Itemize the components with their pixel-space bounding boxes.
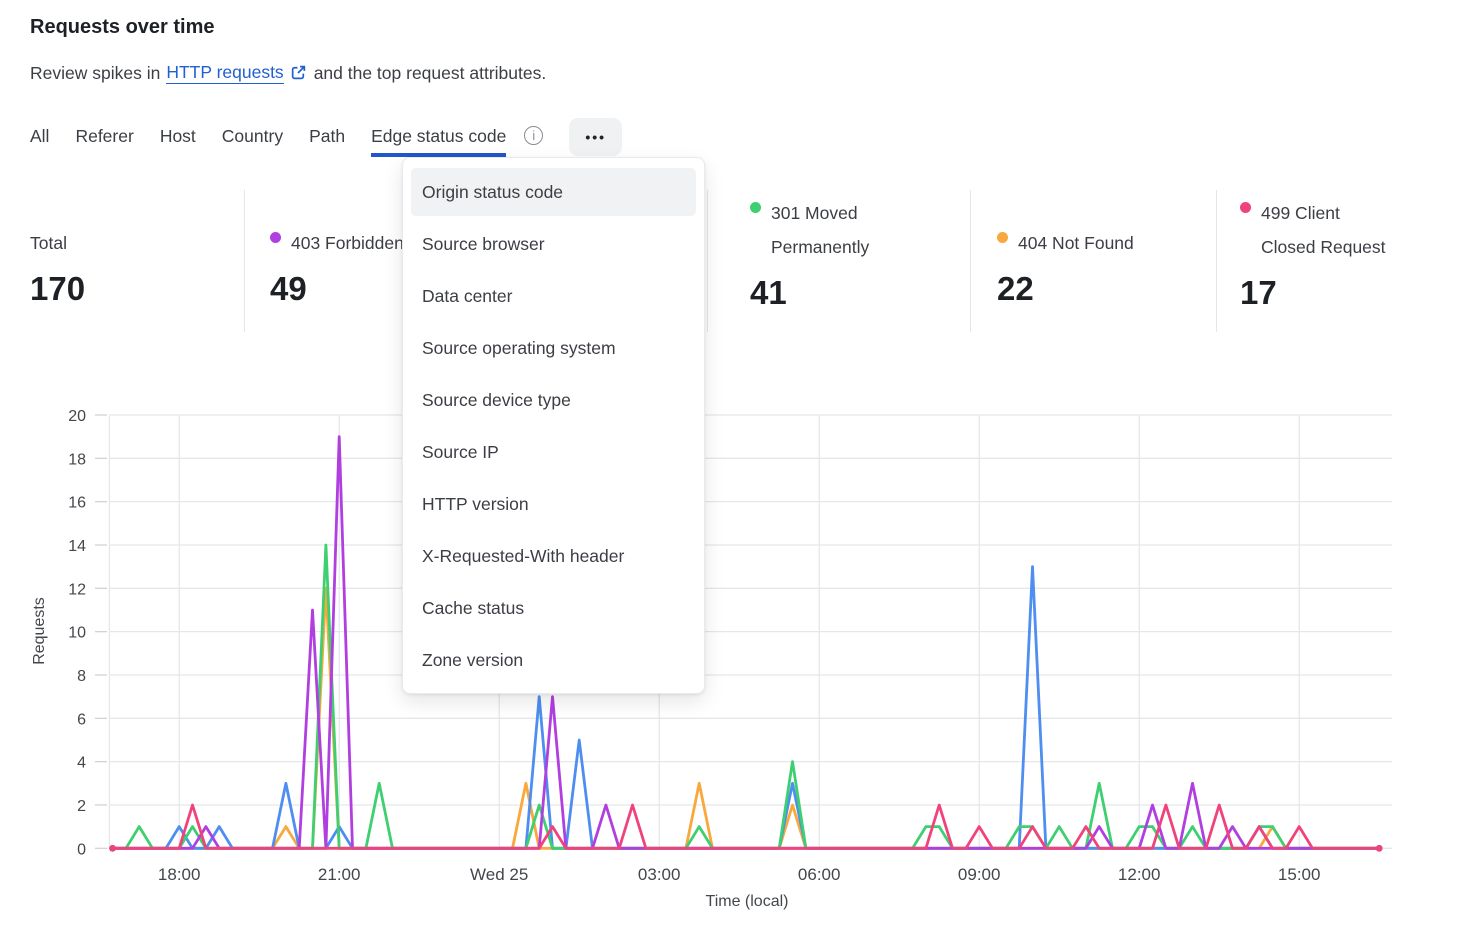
series-color-dot xyxy=(1240,202,1251,213)
menu-item-data-center[interactable]: Data center xyxy=(422,286,513,306)
divider xyxy=(707,190,708,332)
svg-text:12: 12 xyxy=(68,581,86,598)
svg-text:15:00: 15:00 xyxy=(1278,865,1321,884)
svg-text:09:00: 09:00 xyxy=(958,865,1001,884)
stat-card-404-not-found: 404 Not Found 22 xyxy=(997,196,1197,308)
stat-value: 41 xyxy=(750,274,787,311)
stat-card-total: Total 170 xyxy=(30,196,230,308)
stat-value: 49 xyxy=(270,270,307,307)
tab-host[interactable]: Host xyxy=(160,118,196,153)
menu-item-x-requested-with-header[interactable]: X-Requested-With header xyxy=(422,546,625,566)
series-color-dot xyxy=(997,232,1008,243)
svg-text:18:00: 18:00 xyxy=(158,865,201,884)
svg-text:16: 16 xyxy=(68,495,86,512)
stat-label: Total xyxy=(30,233,67,253)
tab-path[interactable]: Path xyxy=(309,118,345,153)
svg-text:8: 8 xyxy=(77,668,86,685)
menu-item-source-device-type[interactable]: Source device type xyxy=(422,390,571,410)
stats-row: Total 170 403 Forbidden 49 301 Moved Per… xyxy=(0,190,1458,335)
svg-text:21:00: 21:00 xyxy=(318,865,361,884)
page-subtitle: Review spikes in HTTP requests and the t… xyxy=(30,62,546,84)
series-color-dot xyxy=(270,232,281,243)
svg-text:20: 20 xyxy=(68,408,86,425)
menu-item-origin-status-code[interactable]: Origin status code xyxy=(411,168,696,216)
svg-text:14: 14 xyxy=(68,538,86,555)
menu-item-zone-version[interactable]: Zone version xyxy=(422,650,524,670)
tab-referer[interactable]: Referer xyxy=(75,118,133,153)
subtitle-text: and the top request attributes. xyxy=(313,62,547,83)
stat-label: 403 Forbidden xyxy=(291,233,404,253)
svg-text:0: 0 xyxy=(77,841,86,858)
dimension-dropdown-menu: Origin status code Source browser Data c… xyxy=(402,157,705,694)
stat-card-403-forbidden: 403 Forbidden 49 xyxy=(270,196,490,308)
tab-edge-status-code[interactable]: Edge status code xyxy=(371,118,507,157)
tab-all[interactable]: All xyxy=(30,118,49,153)
svg-text:10: 10 xyxy=(68,625,86,642)
stat-label: 499 Client Closed Request xyxy=(1261,203,1386,257)
svg-text:2: 2 xyxy=(77,798,86,815)
stat-value: 170 xyxy=(30,270,86,307)
divider xyxy=(244,190,245,332)
stat-card-499-client-closed-request: 499 Client Closed Request 17 xyxy=(1240,196,1440,312)
stat-value: 17 xyxy=(1240,274,1277,311)
http-requests-link[interactable]: HTTP requests xyxy=(166,62,284,84)
svg-text:6: 6 xyxy=(77,711,86,728)
more-dimensions-button[interactable]: ••• xyxy=(569,118,623,156)
menu-item-source-browser[interactable]: Source browser xyxy=(422,234,545,254)
tab-country[interactable]: Country xyxy=(222,118,283,153)
svg-text:06:00: 06:00 xyxy=(798,865,841,884)
info-icon[interactable]: i xyxy=(524,126,544,145)
svg-text:18: 18 xyxy=(68,451,86,468)
menu-item-source-operating-system[interactable]: Source operating system xyxy=(422,338,616,358)
stat-label: 301 Moved Permanently xyxy=(771,203,870,257)
page-title: Requests over time xyxy=(30,16,215,38)
svg-text:Requests: Requests xyxy=(31,597,48,665)
svg-text:Wed 25: Wed 25 xyxy=(470,865,528,884)
svg-text:12:00: 12:00 xyxy=(1118,865,1161,884)
stat-value: 22 xyxy=(997,270,1034,307)
menu-item-source-ip[interactable]: Source IP xyxy=(422,442,499,462)
stat-card-301-moved-permanently: 301 Moved Permanently 41 xyxy=(750,196,940,312)
menu-item-http-version[interactable]: HTTP version xyxy=(422,494,529,514)
divider xyxy=(1216,190,1217,332)
external-link-icon xyxy=(290,64,307,86)
svg-text:Time (local): Time (local) xyxy=(706,893,789,910)
series-color-dot xyxy=(750,202,761,213)
svg-text:4: 4 xyxy=(77,755,86,772)
dimension-tabs: All Referer Host Country Path Edge statu… xyxy=(30,118,623,157)
menu-item-cache-status[interactable]: Cache status xyxy=(422,598,525,618)
subtitle-text: Review spikes in xyxy=(30,62,161,83)
divider xyxy=(970,190,971,332)
svg-text:03:00: 03:00 xyxy=(638,865,681,884)
stat-label: 404 Not Found xyxy=(1018,233,1134,253)
